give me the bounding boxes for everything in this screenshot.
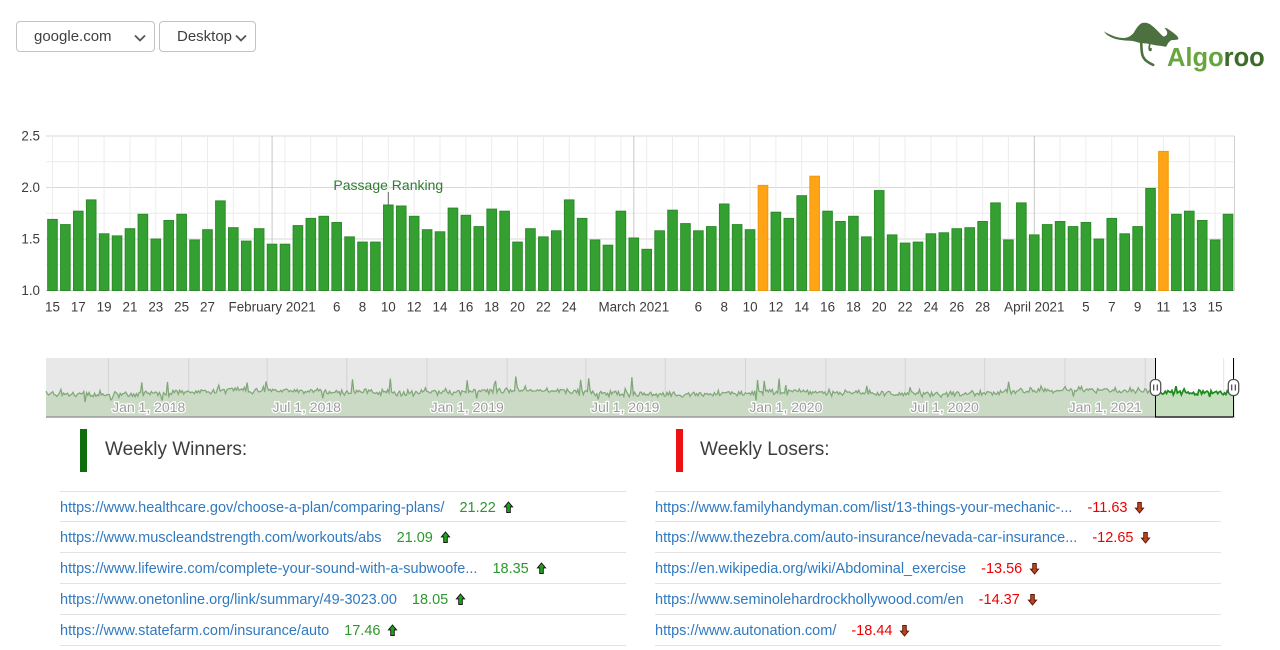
svg-text:26: 26 — [949, 300, 964, 315]
svg-text:1.5: 1.5 — [21, 232, 40, 247]
svg-text:22: 22 — [536, 300, 551, 315]
svg-text:18: 18 — [846, 300, 861, 315]
svg-text:25: 25 — [174, 300, 189, 315]
svg-text:2.5: 2.5 — [21, 129, 40, 144]
svg-text:Passage Ranking: Passage Ranking — [333, 177, 443, 193]
svg-text:10: 10 — [743, 300, 758, 315]
svg-text:12: 12 — [768, 300, 783, 315]
svg-text:10: 10 — [381, 300, 396, 315]
svg-text:Jan 1, 2018: Jan 1, 2018 — [112, 399, 185, 415]
svg-text:19: 19 — [97, 300, 112, 315]
svg-text:Jan 1, 2019: Jan 1, 2019 — [431, 399, 504, 415]
svg-text:14: 14 — [433, 300, 448, 315]
svg-text:21: 21 — [123, 300, 138, 315]
svg-text:24: 24 — [562, 300, 577, 315]
svg-text:12: 12 — [407, 300, 422, 315]
svg-text:20: 20 — [872, 300, 887, 315]
svg-text:16: 16 — [820, 300, 835, 315]
svg-text:Jan 1, 2021: Jan 1, 2021 — [1069, 399, 1142, 415]
svg-text:Jan 1, 2020: Jan 1, 2020 — [749, 399, 822, 415]
svg-text:13: 13 — [1182, 300, 1197, 315]
svg-text:Jul 1, 2019: Jul 1, 2019 — [591, 399, 660, 415]
svg-text:6: 6 — [695, 300, 702, 315]
svg-text:8: 8 — [359, 300, 366, 315]
svg-text:22: 22 — [898, 300, 913, 315]
svg-text:17: 17 — [71, 300, 86, 315]
svg-text:7: 7 — [1108, 300, 1115, 315]
svg-text:14: 14 — [794, 300, 809, 315]
svg-text:15: 15 — [45, 300, 60, 315]
svg-text:Jul 1, 2020: Jul 1, 2020 — [910, 399, 979, 415]
svg-text:2.0: 2.0 — [21, 180, 40, 195]
svg-text:Algoroo: Algoroo — [1167, 44, 1265, 72]
svg-text:20: 20 — [510, 300, 525, 315]
svg-text:23: 23 — [148, 300, 163, 315]
svg-text:8: 8 — [720, 300, 727, 315]
svg-text:March 2021: March 2021 — [598, 300, 669, 315]
svg-text:9: 9 — [1134, 300, 1141, 315]
svg-text:1.0: 1.0 — [21, 283, 40, 298]
svg-text:18: 18 — [484, 300, 499, 315]
svg-text:28: 28 — [975, 300, 990, 315]
svg-text:16: 16 — [458, 300, 473, 315]
svg-text:Jul 1, 2018: Jul 1, 2018 — [272, 399, 341, 415]
svg-text:6: 6 — [333, 300, 340, 315]
svg-text:24: 24 — [923, 300, 938, 315]
svg-text:11: 11 — [1156, 300, 1170, 315]
svg-text:5: 5 — [1082, 300, 1089, 315]
svg-text:15: 15 — [1208, 300, 1223, 315]
svg-text:27: 27 — [200, 300, 215, 315]
svg-text:February 2021: February 2021 — [229, 300, 316, 315]
svg-text:April 2021: April 2021 — [1004, 300, 1064, 315]
